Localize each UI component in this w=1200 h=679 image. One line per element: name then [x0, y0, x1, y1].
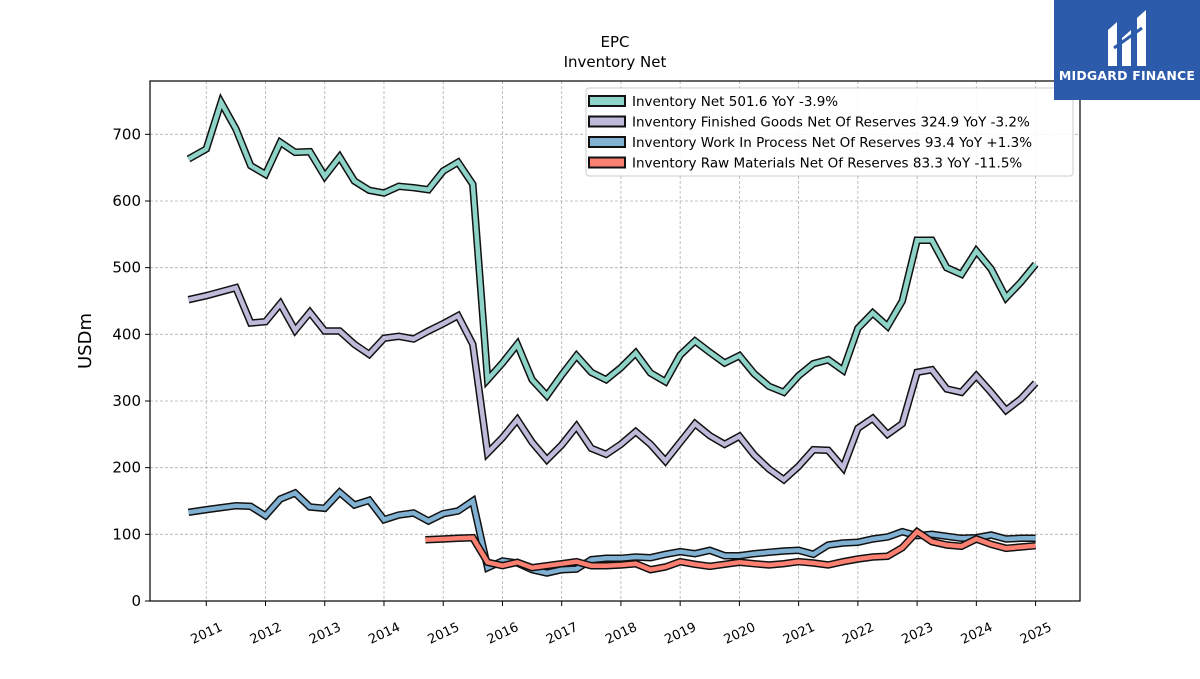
x-tick-label: 2021 [781, 620, 817, 648]
legend-label: Inventory Raw Materials Net Of Reserves … [632, 156, 1022, 172]
x-tick-label: 2024 [959, 620, 995, 648]
x-tick-label: 2012 [248, 620, 284, 648]
series-line [188, 285, 1038, 483]
chart-title: EPC [601, 33, 630, 51]
logo-mark-icon [1108, 10, 1146, 66]
x-tick-label: 2020 [722, 620, 758, 648]
x-tick-label: 2015 [426, 620, 462, 648]
legend-swatch [588, 136, 626, 148]
x-tick-label: 2019 [663, 620, 699, 648]
x-tick-label: 2013 [307, 620, 343, 648]
plot-frame [149, 80, 1081, 602]
y-tick-label: 700 [112, 125, 141, 143]
x-tick-label: 2022 [840, 620, 876, 648]
legend-swatch [588, 115, 626, 128]
x-tick-label: 2011 [189, 620, 225, 648]
series-line [187, 96, 1038, 400]
x-tick-label: 2025 [1018, 620, 1054, 648]
y-tick-label: 300 [112, 392, 141, 410]
x-tick-label: 2017 [544, 620, 580, 648]
series-lines [186, 92, 1039, 577]
series-line [188, 489, 1036, 576]
series-line [425, 528, 1036, 573]
chart-subtitle: Inventory Net [564, 53, 667, 71]
y-tick-label: 200 [112, 459, 141, 477]
legend-label: Inventory Work In Process Net Of Reserve… [632, 135, 1032, 151]
legend-swatch [588, 95, 626, 107]
y-tick-label: 500 [112, 259, 141, 277]
legend-swatch [588, 156, 626, 169]
x-tick-label: 2016 [485, 620, 521, 648]
legend-box [585, 87, 1074, 177]
y-axis-label: USDm [75, 313, 96, 369]
legend-label: Inventory Finished Goods Net Of Reserves… [632, 115, 1030, 131]
y-tick-label: 0 [131, 592, 141, 610]
y-tick-label: 600 [112, 192, 141, 210]
brand-name: MIDGARD FINANCE [1058, 68, 1196, 83]
brand-logo: MIDGARD FINANCE [1054, 0, 1200, 100]
legend: Inventory Net 501.6 YoY -3.9% Inventory F… [585, 87, 1074, 177]
x-tick-label: 2018 [603, 620, 639, 648]
y-tick-label: 400 [112, 325, 141, 343]
x-tick-label: 2023 [899, 620, 935, 648]
x-tick-label: 2014 [366, 620, 402, 648]
y-tick-label: 100 [112, 525, 141, 543]
legend-label: Inventory Net 501.6 YoY -3.9% [632, 94, 838, 110]
